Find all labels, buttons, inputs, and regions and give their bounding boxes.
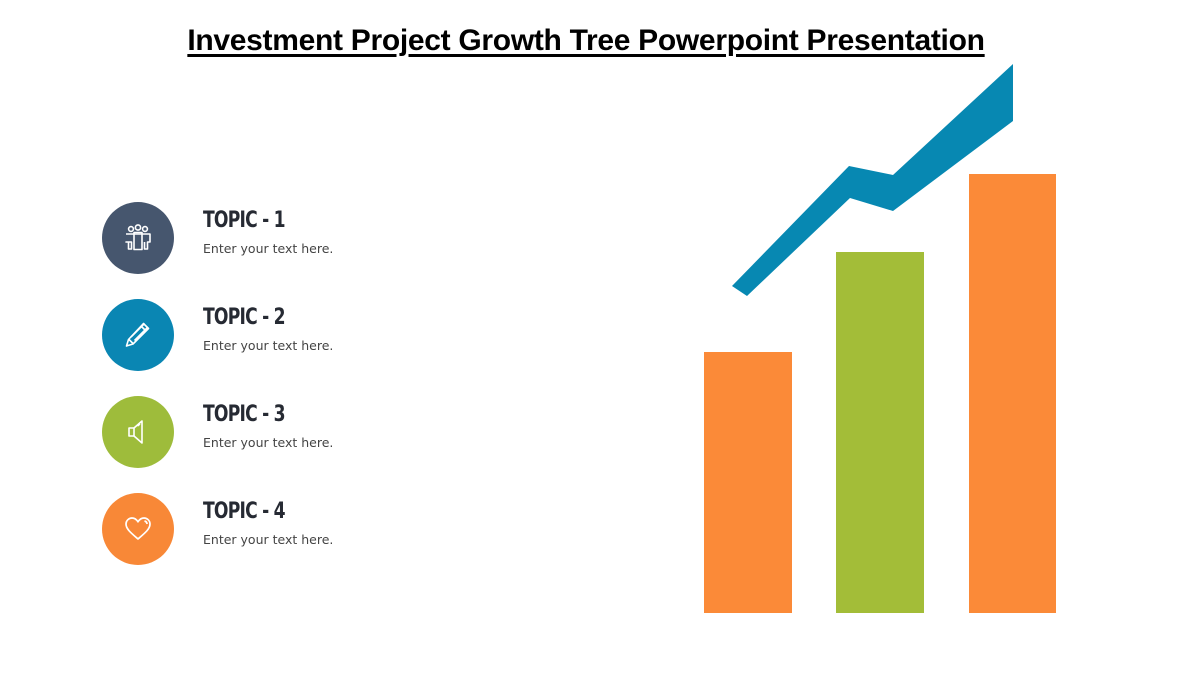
- topic-2-description[interactable]: Enter your text here.: [203, 338, 334, 353]
- bar-1[interactable]: [704, 352, 792, 613]
- topic-1-heading: TOPIC - 1: [203, 208, 286, 233]
- topic-item-2: TOPIC - 2 Enter your text here.: [102, 299, 402, 371]
- topic-3-heading: TOPIC - 3: [203, 402, 286, 427]
- topic-3-description[interactable]: Enter your text here.: [203, 435, 334, 450]
- topic-item-3: TOPIC - 3 Enter your text here.: [102, 396, 402, 468]
- trend-arrow[interactable]: [732, 64, 1013, 296]
- team-icon: [125, 224, 151, 251]
- speaker-icon: [128, 420, 143, 444]
- topic-1-badge: [102, 202, 174, 274]
- pencil-icon: [125, 322, 150, 347]
- topic-item-4: TOPIC - 4 Enter your text here.: [102, 493, 402, 565]
- slide-title: Investment Project Growth Tree Powerpoin…: [187, 24, 985, 57]
- bar-3[interactable]: [969, 174, 1056, 613]
- topic-1-description[interactable]: Enter your text here.: [203, 241, 334, 256]
- topic-4-heading: TOPIC - 4: [203, 499, 286, 524]
- topic-item-1: TOPIC - 1 Enter your text here.: [102, 202, 402, 274]
- heart-icon: [125, 517, 151, 540]
- topic-3-badge: [102, 396, 174, 468]
- topic-2-badge: [102, 299, 174, 371]
- topic-4-badge: [102, 493, 174, 565]
- topic-4-description[interactable]: Enter your text here.: [203, 532, 334, 547]
- bar-2[interactable]: [836, 252, 924, 613]
- topic-2-heading: TOPIC - 2: [203, 305, 286, 330]
